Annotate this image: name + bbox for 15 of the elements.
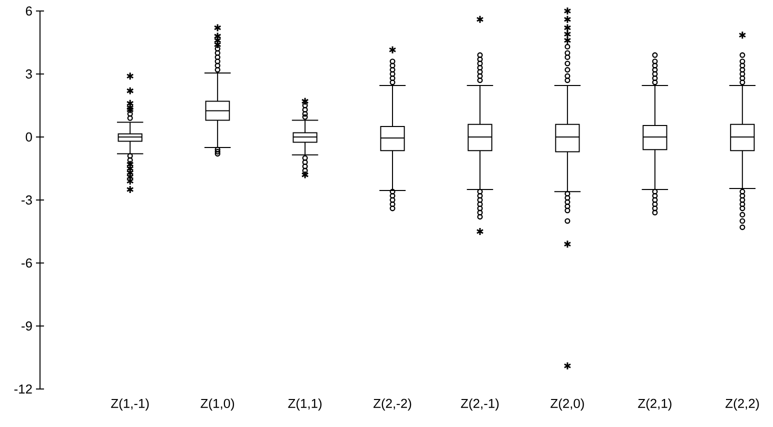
- x-tick-label: Z(2,2): [726, 398, 759, 411]
- x-tick-label: Z(1,1): [288, 398, 322, 411]
- y-tick-label: 3: [26, 69, 32, 79]
- x-tick-label: Z(2,-2): [373, 398, 412, 411]
- x-tick-label: Z(2,0): [550, 398, 584, 411]
- x-tick-label: Z(1,0): [200, 398, 234, 411]
- x-tick-label: Z(1,-1): [111, 398, 149, 411]
- y-tick-label: -6: [22, 258, 32, 268]
- y-tick-label: -12: [14, 384, 32, 394]
- y-tick-label: 6: [26, 6, 32, 16]
- x-tick-label: Z(2,1): [638, 398, 672, 411]
- y-tick-label: 0: [26, 132, 32, 142]
- x-tick-label: Z(2,-1): [460, 398, 499, 411]
- y-tick-label: -9: [22, 321, 32, 331]
- y-tick-label: -3: [22, 195, 32, 205]
